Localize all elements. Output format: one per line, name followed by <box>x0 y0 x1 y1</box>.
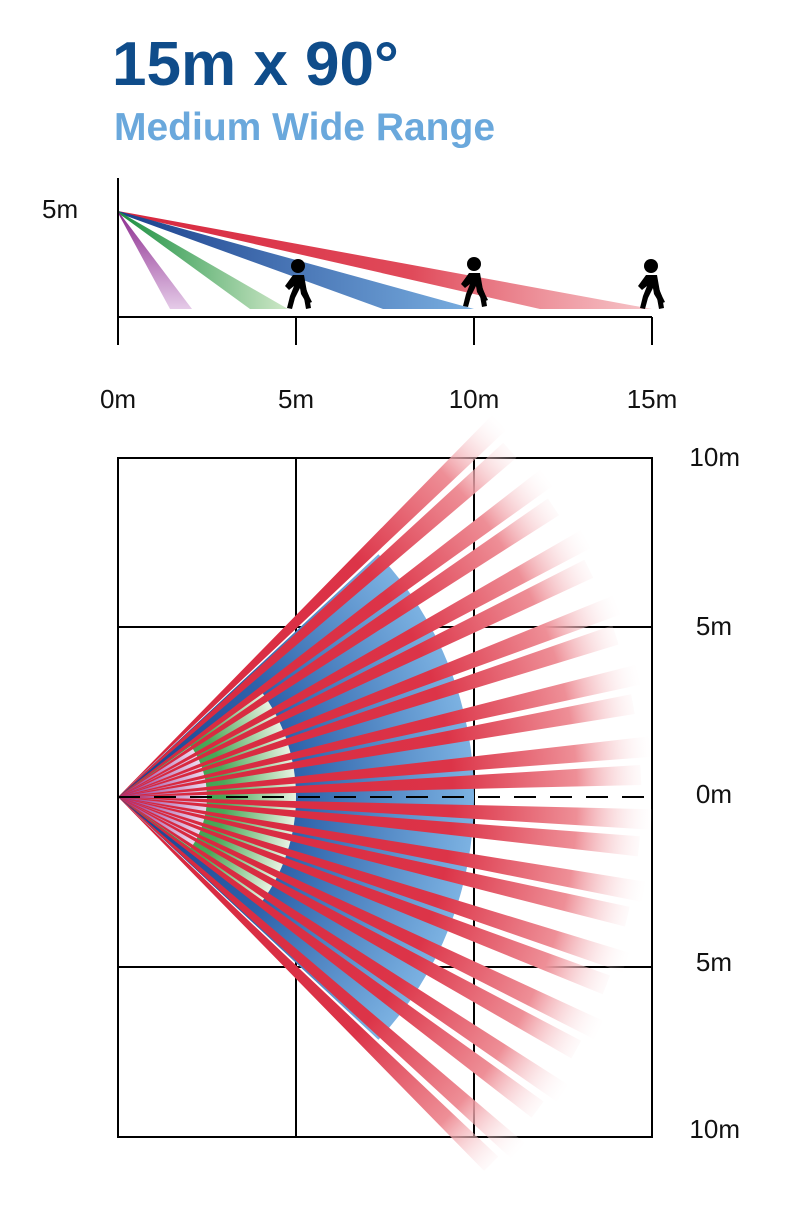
red-beam <box>118 797 610 995</box>
top-right-label: 0m <box>696 779 732 809</box>
page-subtitle: Medium Wide Range <box>114 106 496 149</box>
red-beam <box>118 736 651 797</box>
top-beam-layer <box>118 415 652 1171</box>
red-beam <box>118 559 594 797</box>
red-beam <box>118 664 641 797</box>
red-beam <box>118 469 553 797</box>
page-title: 15m x 90° <box>112 30 399 99</box>
top-right-label: 5m <box>696 947 732 977</box>
top-right-label: 5m <box>696 611 732 641</box>
red-beam <box>118 415 506 797</box>
red-beam <box>118 765 642 797</box>
red-beam <box>118 797 646 902</box>
walking-person-icon <box>461 257 488 307</box>
red-beam <box>118 797 568 1102</box>
walking-person-icon <box>285 259 312 309</box>
side-beam-green <box>118 211 288 309</box>
red-beam <box>118 797 629 973</box>
red-beam <box>118 797 640 857</box>
side-x-tick-label: 10m <box>449 384 500 414</box>
side-x-tick-label: 5m <box>278 384 314 414</box>
side-height-label: 5m <box>42 194 78 224</box>
top-right-label: 10m <box>689 1114 740 1144</box>
red-beam <box>118 595 620 797</box>
red-beam <box>118 797 582 1059</box>
side-beam-purple <box>118 211 192 309</box>
red-beam <box>118 530 591 797</box>
side-view-diagram: 5m 0m 5m 10m 15m <box>42 178 678 414</box>
red-beam <box>118 797 630 927</box>
side-x-tick-label: 15m <box>627 384 678 414</box>
top-right-label: 10m <box>689 442 740 472</box>
walking-person-icon <box>638 259 665 309</box>
red-beam <box>118 797 525 1159</box>
red-beam <box>118 442 517 797</box>
red-beam <box>118 797 544 1118</box>
side-beam-red <box>118 211 652 309</box>
red-beam <box>118 694 635 797</box>
side-x-tick-label: 0m <box>100 384 136 414</box>
red-beam <box>118 498 559 797</box>
red-beam <box>118 625 619 797</box>
red-beam <box>118 797 499 1171</box>
red-beam <box>118 797 652 830</box>
red-beam <box>118 797 603 1040</box>
